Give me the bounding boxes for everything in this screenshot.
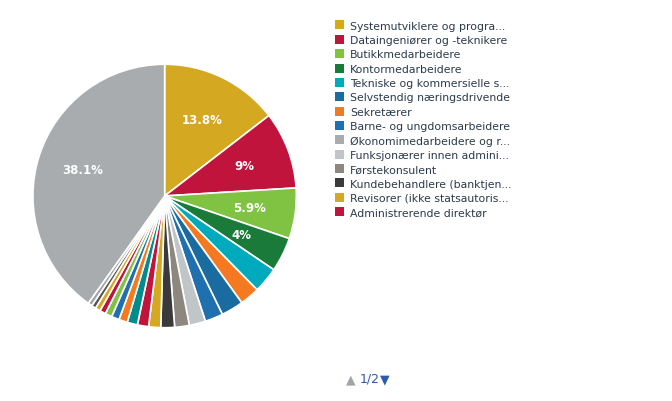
Wedge shape	[112, 196, 165, 320]
Text: 9%: 9%	[235, 160, 255, 173]
Wedge shape	[92, 196, 165, 308]
Wedge shape	[165, 116, 296, 196]
Wedge shape	[161, 196, 175, 328]
Wedge shape	[165, 196, 206, 326]
Text: 13.8%: 13.8%	[182, 113, 223, 126]
Text: ▲: ▲	[346, 372, 355, 385]
Text: ▼: ▼	[380, 372, 389, 385]
Text: 4%: 4%	[231, 228, 251, 241]
Wedge shape	[165, 188, 296, 239]
Wedge shape	[165, 196, 190, 328]
Text: 5.9%: 5.9%	[233, 201, 266, 215]
Wedge shape	[127, 196, 165, 325]
Wedge shape	[149, 196, 165, 328]
Wedge shape	[33, 65, 165, 304]
Wedge shape	[88, 196, 165, 306]
Wedge shape	[106, 196, 165, 317]
Wedge shape	[95, 196, 165, 311]
Wedge shape	[165, 196, 222, 322]
Text: 38.1%: 38.1%	[62, 164, 103, 177]
Wedge shape	[137, 196, 165, 327]
Wedge shape	[165, 65, 269, 196]
Wedge shape	[100, 196, 165, 314]
Wedge shape	[165, 196, 289, 270]
Wedge shape	[165, 196, 274, 290]
Wedge shape	[119, 196, 165, 322]
Text: 1/2: 1/2	[360, 372, 380, 385]
Wedge shape	[165, 196, 242, 315]
Wedge shape	[165, 196, 257, 303]
Legend: Systemutviklere og progra..., Dataingeniører og -teknikere, Butikkmedarbeidere, : Systemutviklere og progra..., Dataingeni…	[335, 21, 511, 218]
